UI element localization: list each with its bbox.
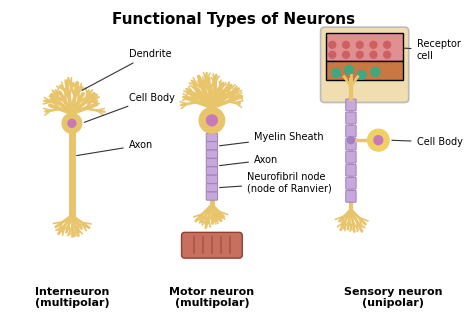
Text: Myelin Sheath: Myelin Sheath	[219, 132, 324, 146]
FancyBboxPatch shape	[327, 61, 403, 80]
Text: Dendrite: Dendrite	[82, 49, 171, 90]
Circle shape	[371, 67, 380, 76]
Text: Axon: Axon	[219, 155, 278, 166]
FancyBboxPatch shape	[346, 125, 356, 137]
Text: Functional Types of Neurons: Functional Types of Neurons	[112, 12, 355, 27]
Circle shape	[347, 137, 355, 144]
Circle shape	[343, 51, 349, 58]
Text: Receptor
cell: Receptor cell	[404, 39, 460, 61]
FancyBboxPatch shape	[206, 133, 218, 142]
Circle shape	[68, 119, 76, 127]
FancyBboxPatch shape	[206, 167, 218, 175]
Text: Motor neuron
(multipolar): Motor neuron (multipolar)	[169, 287, 255, 308]
Circle shape	[329, 41, 336, 48]
FancyBboxPatch shape	[346, 151, 356, 163]
Circle shape	[207, 115, 217, 126]
FancyBboxPatch shape	[206, 192, 218, 200]
FancyBboxPatch shape	[346, 112, 356, 124]
Circle shape	[199, 107, 225, 133]
Text: Cell Body: Cell Body	[392, 137, 463, 147]
Text: Sensory neuron
(unipolar): Sensory neuron (unipolar)	[344, 287, 442, 308]
Circle shape	[384, 51, 391, 58]
FancyBboxPatch shape	[206, 158, 218, 167]
Text: Interneuron
(multipolar): Interneuron (multipolar)	[35, 287, 109, 308]
FancyBboxPatch shape	[346, 164, 356, 176]
Text: Neurofibril node
(node of Ranvier): Neurofibril node (node of Ranvier)	[219, 172, 332, 194]
Circle shape	[329, 51, 336, 58]
Circle shape	[62, 114, 82, 133]
Circle shape	[384, 41, 391, 48]
Text: Cell Body: Cell Body	[84, 93, 174, 122]
FancyBboxPatch shape	[206, 142, 218, 150]
FancyBboxPatch shape	[346, 99, 356, 111]
Circle shape	[370, 41, 377, 48]
Circle shape	[370, 51, 377, 58]
FancyBboxPatch shape	[346, 138, 356, 150]
Circle shape	[374, 136, 383, 145]
FancyBboxPatch shape	[206, 184, 218, 192]
FancyBboxPatch shape	[327, 33, 403, 61]
FancyBboxPatch shape	[346, 190, 356, 202]
Circle shape	[356, 41, 363, 48]
FancyBboxPatch shape	[206, 175, 218, 183]
FancyBboxPatch shape	[346, 177, 356, 189]
FancyBboxPatch shape	[320, 27, 409, 102]
FancyBboxPatch shape	[206, 150, 218, 158]
Circle shape	[367, 129, 389, 151]
Text: Axon: Axon	[77, 140, 153, 156]
Circle shape	[332, 68, 341, 77]
Circle shape	[357, 71, 366, 80]
Circle shape	[356, 51, 363, 58]
Circle shape	[343, 41, 349, 48]
Circle shape	[345, 66, 354, 74]
FancyBboxPatch shape	[182, 232, 242, 258]
